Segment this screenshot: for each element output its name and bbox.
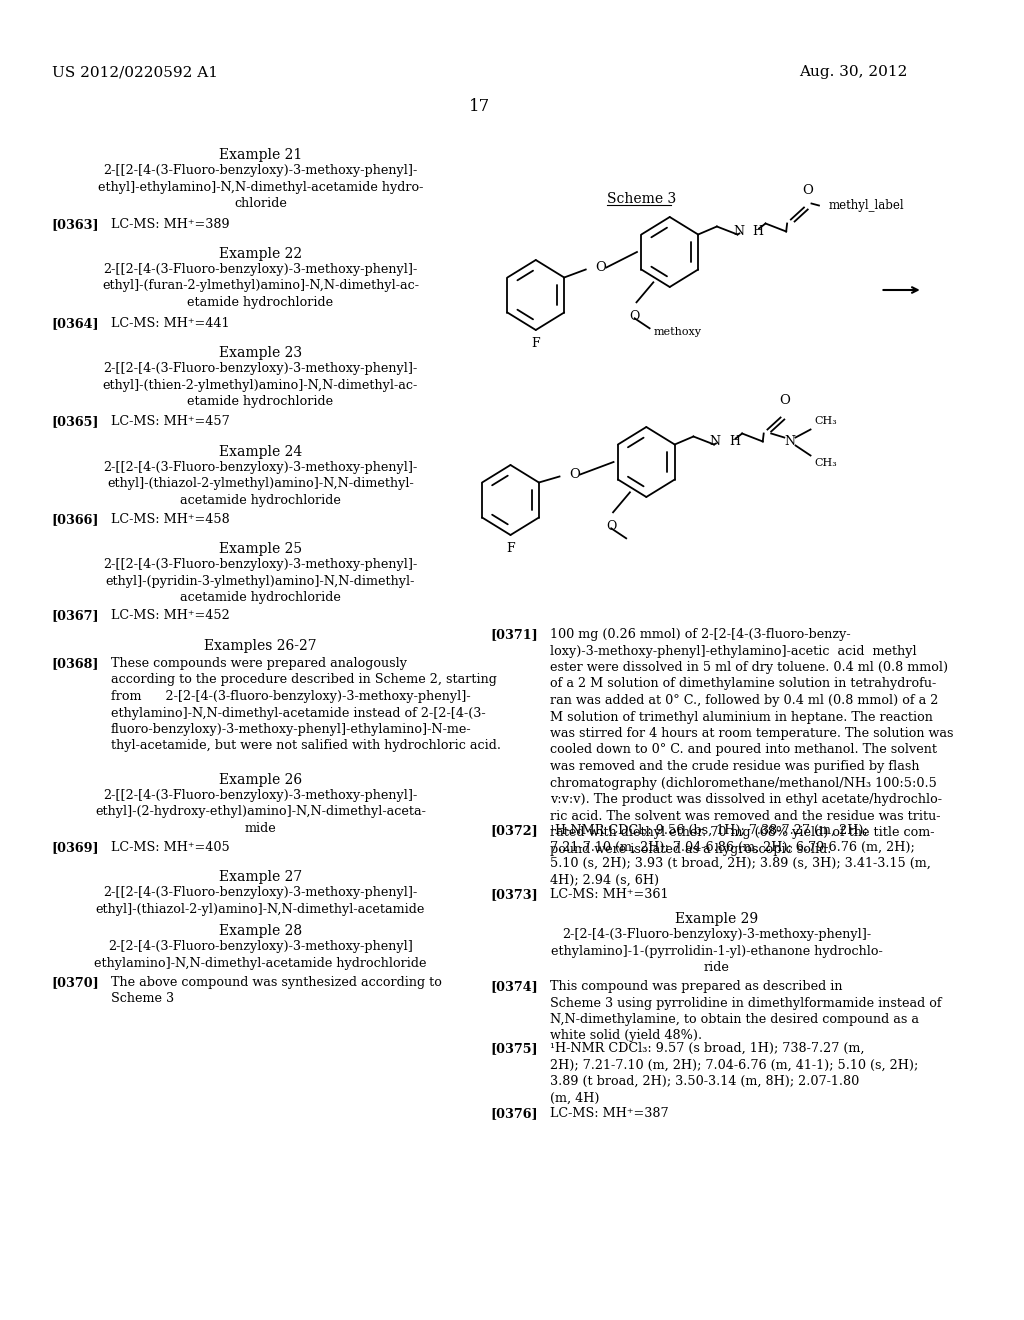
Text: This compound was prepared as described in
Scheme 3 using pyrrolidine in dimethy: This compound was prepared as described … [550, 979, 941, 1043]
Text: LC-MS: MH⁺=361: LC-MS: MH⁺=361 [550, 888, 669, 902]
Text: 2-[[2-[4-(3-Fluoro-benzyloxy)-3-methoxy-phenyl]-
ethyl]-(2-hydroxy-ethyl)amino]-: 2-[[2-[4-(3-Fluoro-benzyloxy)-3-methoxy-… [95, 789, 426, 836]
Text: N: N [733, 224, 744, 238]
Text: [0376]: [0376] [490, 1107, 539, 1119]
Text: Aug. 30, 2012: Aug. 30, 2012 [800, 65, 907, 79]
Text: Examples 26-27: Examples 26-27 [204, 639, 316, 653]
Text: 2-[[2-[4-(3-Fluoro-benzyloxy)-3-methoxy-phenyl]-
ethyl]-(thiazol-2-yl)amino]-N,N: 2-[[2-[4-(3-Fluoro-benzyloxy)-3-methoxy-… [95, 886, 425, 916]
Text: The above compound was synthesized according to
Scheme 3: The above compound was synthesized accor… [111, 975, 441, 1006]
Text: These compounds were prepared analogously
according to the procedure described i: These compounds were prepared analogousl… [111, 657, 501, 752]
Text: 100 mg (0.26 mmol) of 2-[2-[4-(3-fluoro-benzy-
loxy)-3-methoxy-phenyl]-ethylamin: 100 mg (0.26 mmol) of 2-[2-[4-(3-fluoro-… [550, 628, 953, 855]
Text: N: N [710, 436, 721, 447]
Text: Example 21: Example 21 [219, 148, 302, 162]
Text: [0365]: [0365] [51, 414, 99, 428]
Text: methyl_label: methyl_label [828, 199, 904, 213]
Text: O: O [595, 261, 606, 275]
Text: [0374]: [0374] [490, 979, 539, 993]
Text: 2-[2-[4-(3-Fluoro-benzyloxy)-3-methoxy-phenyl]
ethylamino]-N,N-dimethyl-acetamid: 2-[2-[4-(3-Fluoro-benzyloxy)-3-methoxy-p… [94, 940, 427, 969]
Text: Example 22: Example 22 [219, 247, 302, 261]
Text: H: H [729, 436, 740, 447]
Text: Example 24: Example 24 [219, 445, 302, 459]
Text: 2-[2-[4-(3-Fluoro-benzyloxy)-3-methoxy-phenyl]-
ethylamino]-1-(pyrrolidin-1-yl)-: 2-[2-[4-(3-Fluoro-benzyloxy)-3-methoxy-p… [551, 928, 883, 974]
Text: LC-MS: MH⁺=458: LC-MS: MH⁺=458 [111, 513, 229, 525]
Text: LC-MS: MH⁺=441: LC-MS: MH⁺=441 [111, 317, 229, 330]
Text: LC-MS: MH⁺=387: LC-MS: MH⁺=387 [550, 1107, 669, 1119]
Text: LC-MS: MH⁺=457: LC-MS: MH⁺=457 [111, 414, 229, 428]
Text: [0372]: [0372] [490, 824, 539, 837]
Text: [0371]: [0371] [490, 628, 539, 642]
Text: [0368]: [0368] [51, 657, 99, 671]
Text: Example 27: Example 27 [219, 870, 302, 884]
Text: 2-[[2-[4-(3-Fluoro-benzyloxy)-3-methoxy-phenyl]-
ethyl]-(thiazol-2-ylmethyl)amin: 2-[[2-[4-(3-Fluoro-benzyloxy)-3-methoxy-… [103, 461, 418, 507]
Text: Example 28: Example 28 [219, 924, 302, 939]
Text: Scheme 3: Scheme 3 [607, 191, 676, 206]
Text: O: O [779, 393, 790, 407]
Text: CH₃: CH₃ [814, 417, 837, 426]
Text: F: F [531, 337, 540, 350]
Text: methoxy: methoxy [653, 327, 701, 338]
Text: Example 23: Example 23 [219, 346, 302, 360]
Text: O: O [606, 520, 616, 533]
Text: O: O [569, 469, 580, 480]
Text: [0369]: [0369] [51, 841, 99, 854]
Text: 17: 17 [469, 98, 490, 115]
Text: [0370]: [0370] [51, 975, 99, 989]
Text: [0367]: [0367] [51, 609, 99, 622]
Text: 2-[[2-[4-(3-Fluoro-benzyloxy)-3-methoxy-phenyl]-
ethyl]-(pyridin-3-ylmethyl)amin: 2-[[2-[4-(3-Fluoro-benzyloxy)-3-methoxy-… [103, 558, 418, 605]
Text: N: N [784, 436, 796, 447]
Text: H: H [753, 224, 764, 238]
Text: ¹H-NMR CDCl₃: 9.56 (bs, 1H); 7.38-7.27 (m, 2H);
7.21-7.10 (m, 2H); 7.04-6.86 (m,: ¹H-NMR CDCl₃: 9.56 (bs, 1H); 7.38-7.27 (… [550, 824, 931, 887]
Text: ¹H-NMR CDCl₃: 9.57 (s broad, 1H); 738-7.27 (m,
2H); 7.21-7.10 (m, 2H); 7.04-6.76: ¹H-NMR CDCl₃: 9.57 (s broad, 1H); 738-7.… [550, 1041, 919, 1105]
Text: Example 25: Example 25 [219, 543, 302, 556]
Text: Example 26: Example 26 [219, 774, 302, 787]
Text: [0375]: [0375] [490, 1041, 539, 1055]
Text: LC-MS: MH⁺=389: LC-MS: MH⁺=389 [111, 218, 229, 231]
Text: US 2012/0220592 A1: US 2012/0220592 A1 [51, 65, 217, 79]
Text: 2-[[2-[4-(3-Fluoro-benzyloxy)-3-methoxy-phenyl]-
ethyl]-ethylamino]-N,N-dimethyl: 2-[[2-[4-(3-Fluoro-benzyloxy)-3-methoxy-… [97, 164, 423, 210]
Text: 2-[[2-[4-(3-Fluoro-benzyloxy)-3-methoxy-phenyl]-
ethyl]-(furan-2-ylmethyl)amino]: 2-[[2-[4-(3-Fluoro-benzyloxy)-3-methoxy-… [102, 263, 419, 309]
Text: [0373]: [0373] [490, 888, 539, 902]
Text: LC-MS: MH⁺=405: LC-MS: MH⁺=405 [111, 841, 229, 854]
Text: [0364]: [0364] [51, 317, 99, 330]
Text: CH₃: CH₃ [814, 458, 837, 467]
Text: O: O [630, 310, 640, 323]
Text: [0363]: [0363] [51, 218, 99, 231]
Text: [0366]: [0366] [51, 513, 99, 525]
Text: F: F [506, 543, 515, 554]
Text: Example 29: Example 29 [675, 912, 758, 927]
Text: LC-MS: MH⁺=452: LC-MS: MH⁺=452 [111, 609, 229, 622]
Text: O: O [802, 183, 813, 197]
Text: 2-[[2-[4-(3-Fluoro-benzyloxy)-3-methoxy-phenyl]-
ethyl]-(thien-2-ylmethyl)amino]: 2-[[2-[4-(3-Fluoro-benzyloxy)-3-methoxy-… [102, 362, 418, 408]
